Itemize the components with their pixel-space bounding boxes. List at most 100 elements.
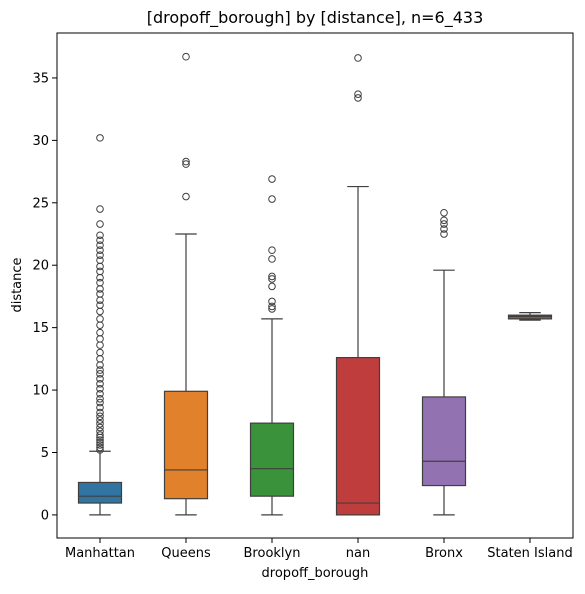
chart-title: [dropoff_borough] by [distance], n=6_433 bbox=[147, 8, 484, 28]
outlier-point bbox=[268, 246, 276, 255]
outlier-point bbox=[96, 348, 104, 357]
outlier-point bbox=[96, 285, 104, 293]
outlier-point bbox=[96, 446, 104, 454]
x-axis: Manhattan Queens Brooklyn nan Bronx Staten Is… bbox=[65, 538, 573, 561]
box-0 bbox=[77, 134, 123, 516]
outlier-point bbox=[182, 157, 190, 166]
outlier-point bbox=[96, 246, 104, 255]
box-2 bbox=[249, 175, 295, 516]
outlier-point bbox=[268, 195, 276, 203]
iqr-box bbox=[335, 356, 381, 516]
outlier-point bbox=[96, 412, 104, 421]
plot-area bbox=[77, 52, 553, 516]
y-tick-label: 20 bbox=[32, 259, 49, 274]
outlier-point bbox=[96, 307, 104, 316]
outlier-point bbox=[96, 394, 104, 403]
outlier-point bbox=[96, 290, 104, 298]
outlier-point bbox=[96, 419, 104, 428]
outlier-point bbox=[268, 297, 276, 306]
outlier-point bbox=[354, 94, 362, 102]
outlier-point bbox=[96, 335, 104, 343]
y-tick-label: 5 bbox=[41, 446, 49, 461]
outlier-point bbox=[354, 90, 362, 98]
outlier-point bbox=[96, 296, 104, 304]
y-tick-label: 25 bbox=[32, 196, 49, 211]
y-tick-label: 15 bbox=[32, 321, 49, 336]
outlier-point bbox=[96, 241, 104, 250]
outlier-point bbox=[96, 385, 104, 393]
x-tick-label: Staten Island bbox=[487, 546, 572, 561]
outlier-point bbox=[96, 403, 104, 412]
y-axis-label: distance bbox=[10, 257, 25, 312]
outlier-point bbox=[440, 208, 448, 217]
x-axis-label: dropoff_borough bbox=[262, 566, 369, 581]
outlier-point bbox=[96, 262, 104, 271]
x-tick-label: Manhattan bbox=[65, 546, 135, 561]
iqr-box bbox=[77, 481, 123, 504]
outlier-point bbox=[96, 273, 104, 282]
outlier-point bbox=[96, 370, 104, 378]
outlier-point bbox=[96, 236, 104, 245]
outlier-point bbox=[96, 220, 104, 228]
box-1 bbox=[163, 52, 209, 516]
iqr-box bbox=[421, 396, 467, 487]
outlier-point bbox=[96, 256, 104, 265]
outlier-point bbox=[182, 160, 190, 168]
y-tick-label: 30 bbox=[32, 134, 49, 149]
outlier-point bbox=[96, 361, 104, 369]
outlier-point bbox=[96, 301, 104, 309]
iqr-box bbox=[163, 390, 209, 500]
outlier-point bbox=[440, 225, 448, 233]
outlier-point bbox=[96, 205, 104, 213]
outlier-point bbox=[96, 416, 104, 424]
outlier-point bbox=[96, 251, 104, 260]
outlier-point bbox=[96, 398, 104, 407]
outlier-point bbox=[96, 441, 104, 449]
outlier-point bbox=[440, 230, 448, 238]
outlier-point bbox=[268, 302, 276, 311]
outlier-point bbox=[96, 321, 104, 329]
outlier-point bbox=[96, 328, 104, 337]
outlier-point bbox=[268, 275, 276, 283]
outlier-point bbox=[96, 408, 104, 417]
outlier-point bbox=[96, 380, 104, 388]
outlier-point bbox=[96, 375, 104, 383]
box-3 bbox=[335, 54, 381, 516]
outlier-point bbox=[354, 54, 362, 62]
outlier-point bbox=[96, 231, 104, 240]
outlier-point bbox=[96, 436, 104, 444]
outlier-point bbox=[96, 438, 104, 447]
outlier-point bbox=[96, 341, 104, 349]
outlier-point bbox=[96, 366, 104, 374]
outlier-point bbox=[96, 431, 104, 439]
outlier-point bbox=[96, 355, 104, 363]
outlier-point bbox=[268, 175, 276, 183]
outlier-point bbox=[182, 52, 190, 61]
outlier-point bbox=[96, 134, 104, 142]
box-5 bbox=[507, 312, 553, 321]
outlier-point bbox=[96, 427, 104, 436]
outlier-point bbox=[268, 272, 276, 281]
y-tick-label: 0 bbox=[41, 508, 49, 523]
iqr-box bbox=[249, 422, 295, 497]
outlier-point bbox=[268, 305, 276, 313]
outlier-point bbox=[96, 267, 104, 276]
outlier-point bbox=[268, 282, 276, 291]
plot-frame bbox=[56, 32, 574, 539]
outlier-point bbox=[96, 423, 104, 432]
x-tick-label: Bronx bbox=[425, 546, 463, 561]
box-4 bbox=[421, 208, 467, 516]
x-tick-label: nan bbox=[346, 546, 370, 561]
y-tick-label: 35 bbox=[32, 71, 49, 86]
y-axis: 0 5 10 15 20 25 30 35 bbox=[32, 71, 57, 523]
outlier-point bbox=[440, 220, 448, 228]
outlier-point bbox=[440, 216, 448, 225]
outlier-point bbox=[96, 390, 104, 398]
y-tick-label: 10 bbox=[32, 384, 49, 399]
x-tick-label: Queens bbox=[161, 546, 211, 561]
x-tick-label: Brooklyn bbox=[244, 546, 301, 561]
outlier-point bbox=[96, 278, 104, 287]
outlier-point bbox=[182, 192, 190, 201]
